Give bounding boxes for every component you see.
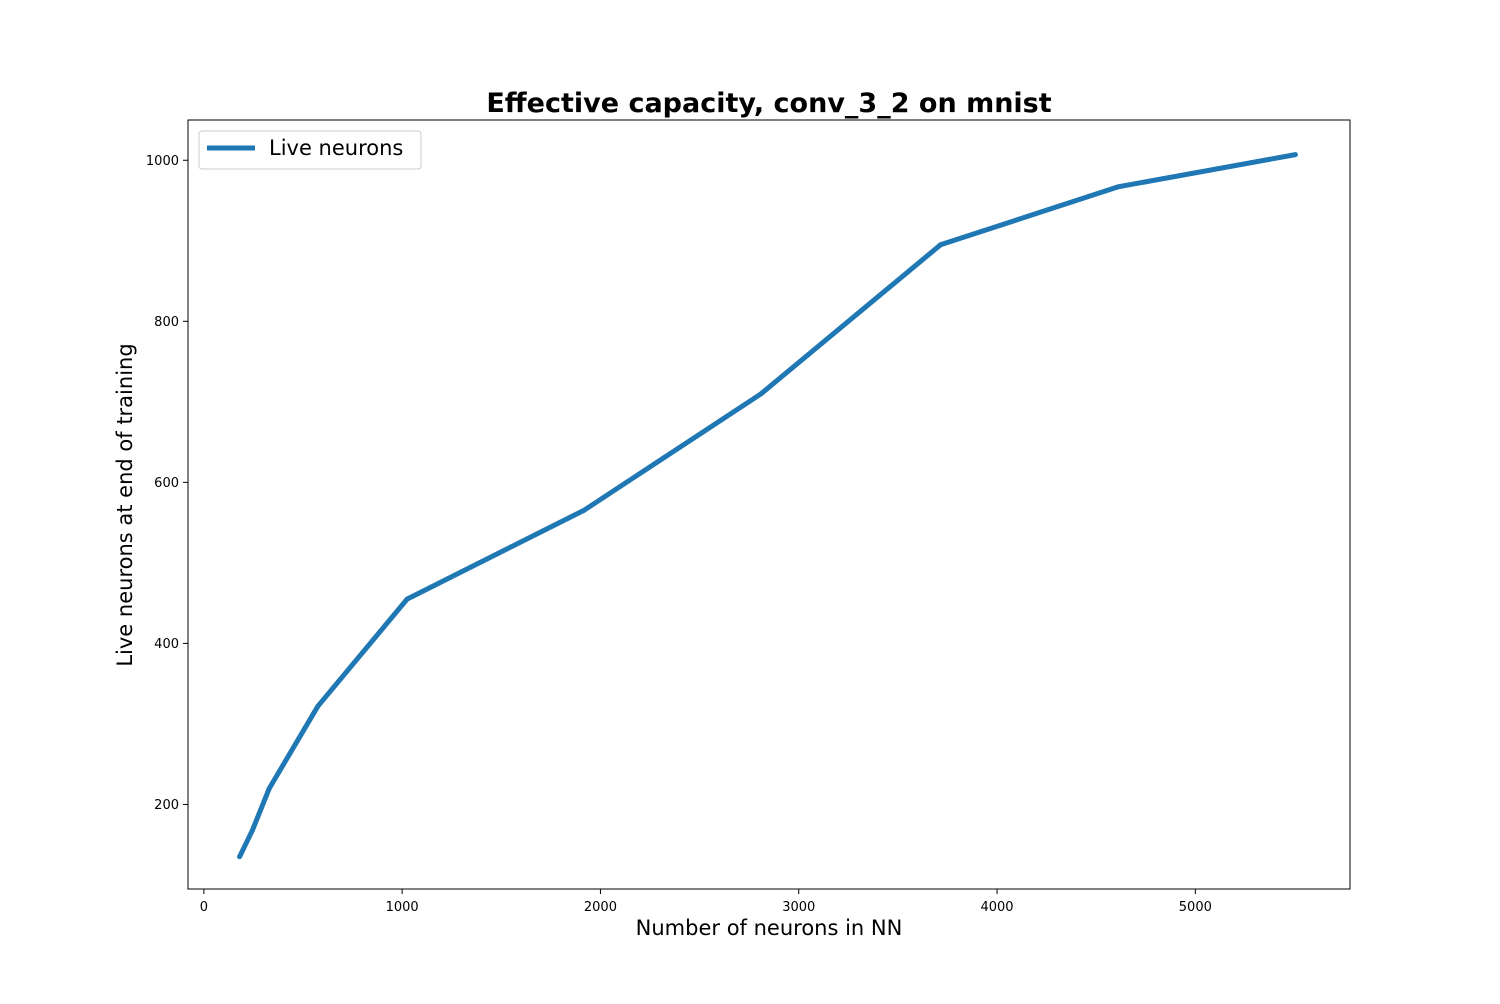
- y-axis-label: Live neurons at end of training: [113, 343, 137, 666]
- x-tick-label: 5000: [1179, 900, 1212, 915]
- data-point: [237, 854, 243, 860]
- data-point: [404, 596, 410, 602]
- x-tick-label: 0: [200, 900, 208, 915]
- axes: 0 1000 2000 3000 4000 5000 200 400 600 800 1000: [146, 119, 1351, 915]
- chart-title: Effective capacity, conv_3_2 on mnist: [486, 88, 1051, 119]
- plot-frame: [187, 119, 1351, 890]
- legend-label: Live neurons: [269, 136, 403, 160]
- y-tick-label: 1000: [146, 154, 179, 169]
- y-tick-label: 800: [154, 315, 179, 330]
- plot-area: [237, 152, 1298, 860]
- data-point: [581, 508, 587, 514]
- data-point: [249, 827, 255, 833]
- y-tick-label: 400: [154, 637, 179, 652]
- x-tick-label: 2000: [584, 900, 617, 915]
- series-line-0: [237, 152, 1296, 858]
- x-tick-label: 4000: [980, 900, 1013, 915]
- data-point: [1115, 184, 1121, 190]
- y-tick-label: 600: [154, 476, 179, 491]
- data-point: [938, 242, 944, 248]
- y-tick-label: 200: [154, 798, 179, 813]
- data-point: [315, 703, 321, 709]
- data-point: [758, 391, 764, 397]
- legend: Live neurons: [198, 130, 422, 170]
- legend-box: [198, 130, 422, 170]
- x-axis-label: Number of neurons in NN: [636, 916, 903, 940]
- x-tick-label: 3000: [782, 900, 815, 915]
- data-point: [1292, 152, 1298, 158]
- x-tick-label: 1000: [386, 900, 419, 915]
- data-point: [266, 785, 272, 791]
